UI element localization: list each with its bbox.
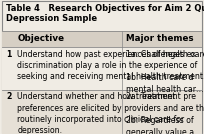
Text: Table 4   Research Objectives for Aim 2 Qualitative Analysis
Depression Sample: Table 4 Research Objectives for Aim 2 Qu…: [6, 4, 204, 23]
Text: 2a: Treatment pre

2b: Regardless of
generally value a: 2a: Treatment pre 2b: Regardless of gene…: [126, 92, 196, 134]
Text: 1a: Challenges ex

1b: Health care d
mental health car…: 1a: Challenges ex 1b: Health care d ment…: [126, 50, 204, 94]
Text: Understand how past experiences of health care
discrimination play a role in the: Understand how past experiences of healt…: [17, 50, 204, 81]
Bar: [2, 47, 202, 90]
Text: Understand whether and how treatment
preferences are elicited by providers and a: Understand whether and how treatment pre…: [17, 92, 204, 134]
Bar: [2, 31, 202, 47]
Bar: [2, 90, 202, 134]
Text: Objective: Objective: [17, 34, 64, 43]
Text: 1: 1: [6, 50, 11, 59]
Text: Major themes: Major themes: [126, 34, 194, 43]
Text: 2: 2: [6, 92, 11, 101]
